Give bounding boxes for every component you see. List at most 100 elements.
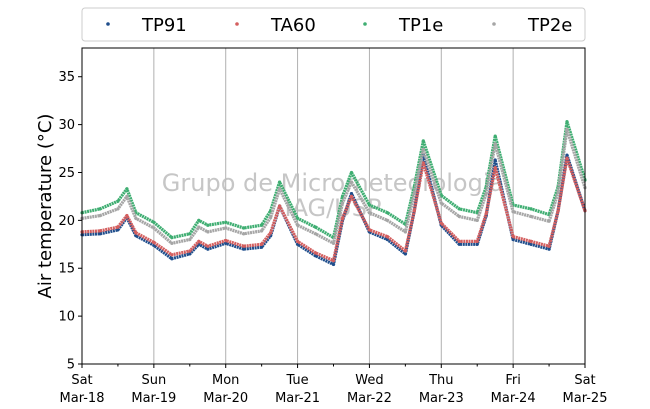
legend-label-tp1e: TP1e (398, 15, 443, 36)
y-axis-title: Air temperature (°C) (35, 114, 56, 299)
series-ta60-point (116, 225, 120, 229)
series-tp2e-point (340, 201, 345, 205)
x-tick-day-label: Sun (141, 373, 166, 388)
series-tp2e-point (439, 201, 443, 205)
series-ta60-point (475, 239, 479, 243)
series-tp91-point (529, 242, 533, 246)
y-tick-label: 15 (58, 262, 75, 277)
legend-marker-tp1e (363, 22, 367, 26)
y-tick-label: 35 (58, 70, 75, 85)
series-tp2e-point (403, 230, 407, 234)
series-tp1e-point (206, 223, 210, 227)
series-ta60-point (224, 238, 228, 243)
series-tp1e-point (152, 220, 156, 224)
x-tick-day-label: Tue (285, 373, 308, 388)
series-tp2e-point (242, 232, 246, 236)
legend-marker-ta60 (235, 22, 239, 26)
y-axis: 5 10 15 20 25 30 35 (58, 70, 82, 373)
series-ta60-point (457, 239, 461, 243)
series-tp2e-point (367, 211, 371, 215)
series-tp2e-point (331, 241, 336, 245)
y-tick-label: 10 (58, 310, 75, 325)
y-tick-label: 5 (67, 358, 75, 373)
series-tp1e-point (224, 220, 228, 224)
series-ta60-point (188, 249, 192, 253)
series-ta60-point (242, 244, 246, 248)
series-tp2e-line (81, 127, 587, 245)
series-tp91-point (547, 247, 551, 251)
x-tick-date-label: Mar-23 (419, 391, 464, 406)
legend-frame (81, 7, 586, 42)
series-tp1e-point (313, 225, 318, 229)
series-tp2e-point (349, 180, 354, 184)
series-tp1e-point (197, 218, 201, 222)
series-ta60-line (81, 156, 587, 263)
series-ta60-point (439, 221, 443, 225)
series-ta60-point (125, 214, 129, 218)
series-tp2e-point (278, 187, 282, 191)
series-tp1e-point (529, 207, 533, 211)
series-tp2e-point (556, 191, 560, 195)
series-tp91-point (170, 257, 174, 261)
series-ta60-point (296, 239, 300, 243)
series-tp1e-point (278, 180, 282, 184)
series-tp2e-point (296, 223, 300, 227)
series-tp91-point (511, 237, 515, 242)
series-tp1e-point (367, 203, 371, 207)
series-ta60-point (349, 194, 354, 198)
x-tick-day-label: Fri (505, 373, 521, 388)
series-tp2e-point (493, 142, 497, 146)
series-tp2e-point (98, 214, 102, 218)
x-tick-day-label: Thu (428, 373, 453, 388)
series-tp2e-point (511, 210, 515, 214)
series-tp91-point (224, 241, 228, 245)
series-tp1e-point (98, 207, 102, 211)
legend-marker-tp91 (106, 22, 110, 26)
series-ta60-point (547, 244, 551, 248)
series-tp1e-point (125, 187, 129, 191)
series-ta60-point (403, 249, 407, 253)
series-tp2e-point (116, 207, 120, 211)
series-ta60-point (565, 156, 569, 160)
series-ta60-point (313, 251, 318, 255)
legend-marker-tp2e (492, 22, 496, 26)
legend-label-ta60: TA60 (270, 15, 316, 36)
x-tick-date-label: Mar-22 (347, 391, 392, 406)
series-ta60-point (98, 229, 102, 233)
series-tp1e-point (188, 232, 192, 236)
x-tick-date-label: Mar-21 (275, 391, 320, 406)
series-ta60-point (412, 209, 416, 213)
watermark-line-1: Grupo de Micrometeorologia (162, 169, 504, 197)
series-tp1e-point (260, 223, 264, 227)
series-ta60-point (269, 231, 273, 235)
x-tick-date-label: Mar-19 (131, 391, 176, 406)
series-ta60-point (484, 212, 488, 216)
series-tp1e-point (170, 236, 174, 240)
series-ta60-point (134, 231, 138, 235)
series-ta60-point (493, 166, 497, 170)
x-tick-date-label: Mar-24 (491, 391, 536, 406)
series-tp91-point (331, 262, 336, 266)
series-tp2e-point (152, 226, 156, 230)
series-tp91-point (98, 232, 102, 236)
x-tick-day-label: Sat (71, 373, 92, 388)
series-tp2e-point (421, 147, 425, 152)
series-tp1e-point (439, 193, 443, 198)
legend-label-tp2e: TP2e (527, 15, 572, 36)
series-tp91-point (188, 252, 192, 256)
series-ta60-point (421, 161, 425, 165)
series-ta60-point (340, 216, 345, 220)
series-tp2e-point (134, 216, 138, 220)
series-tp91-point (403, 252, 407, 256)
series-tp91-point (475, 242, 479, 246)
series-tp1e-point (475, 211, 479, 215)
series-tp2e-point (260, 229, 264, 233)
series-ta60-point (278, 204, 282, 208)
series-tp2e-point (412, 192, 416, 196)
series-tp91-point (493, 158, 497, 162)
series-tp2e-point (565, 127, 569, 131)
series-tp91-point (313, 254, 318, 258)
x-tick-date-label: Mar-20 (203, 391, 248, 406)
series-tp2e-point (475, 218, 479, 222)
series-tp2e-point (385, 218, 389, 222)
